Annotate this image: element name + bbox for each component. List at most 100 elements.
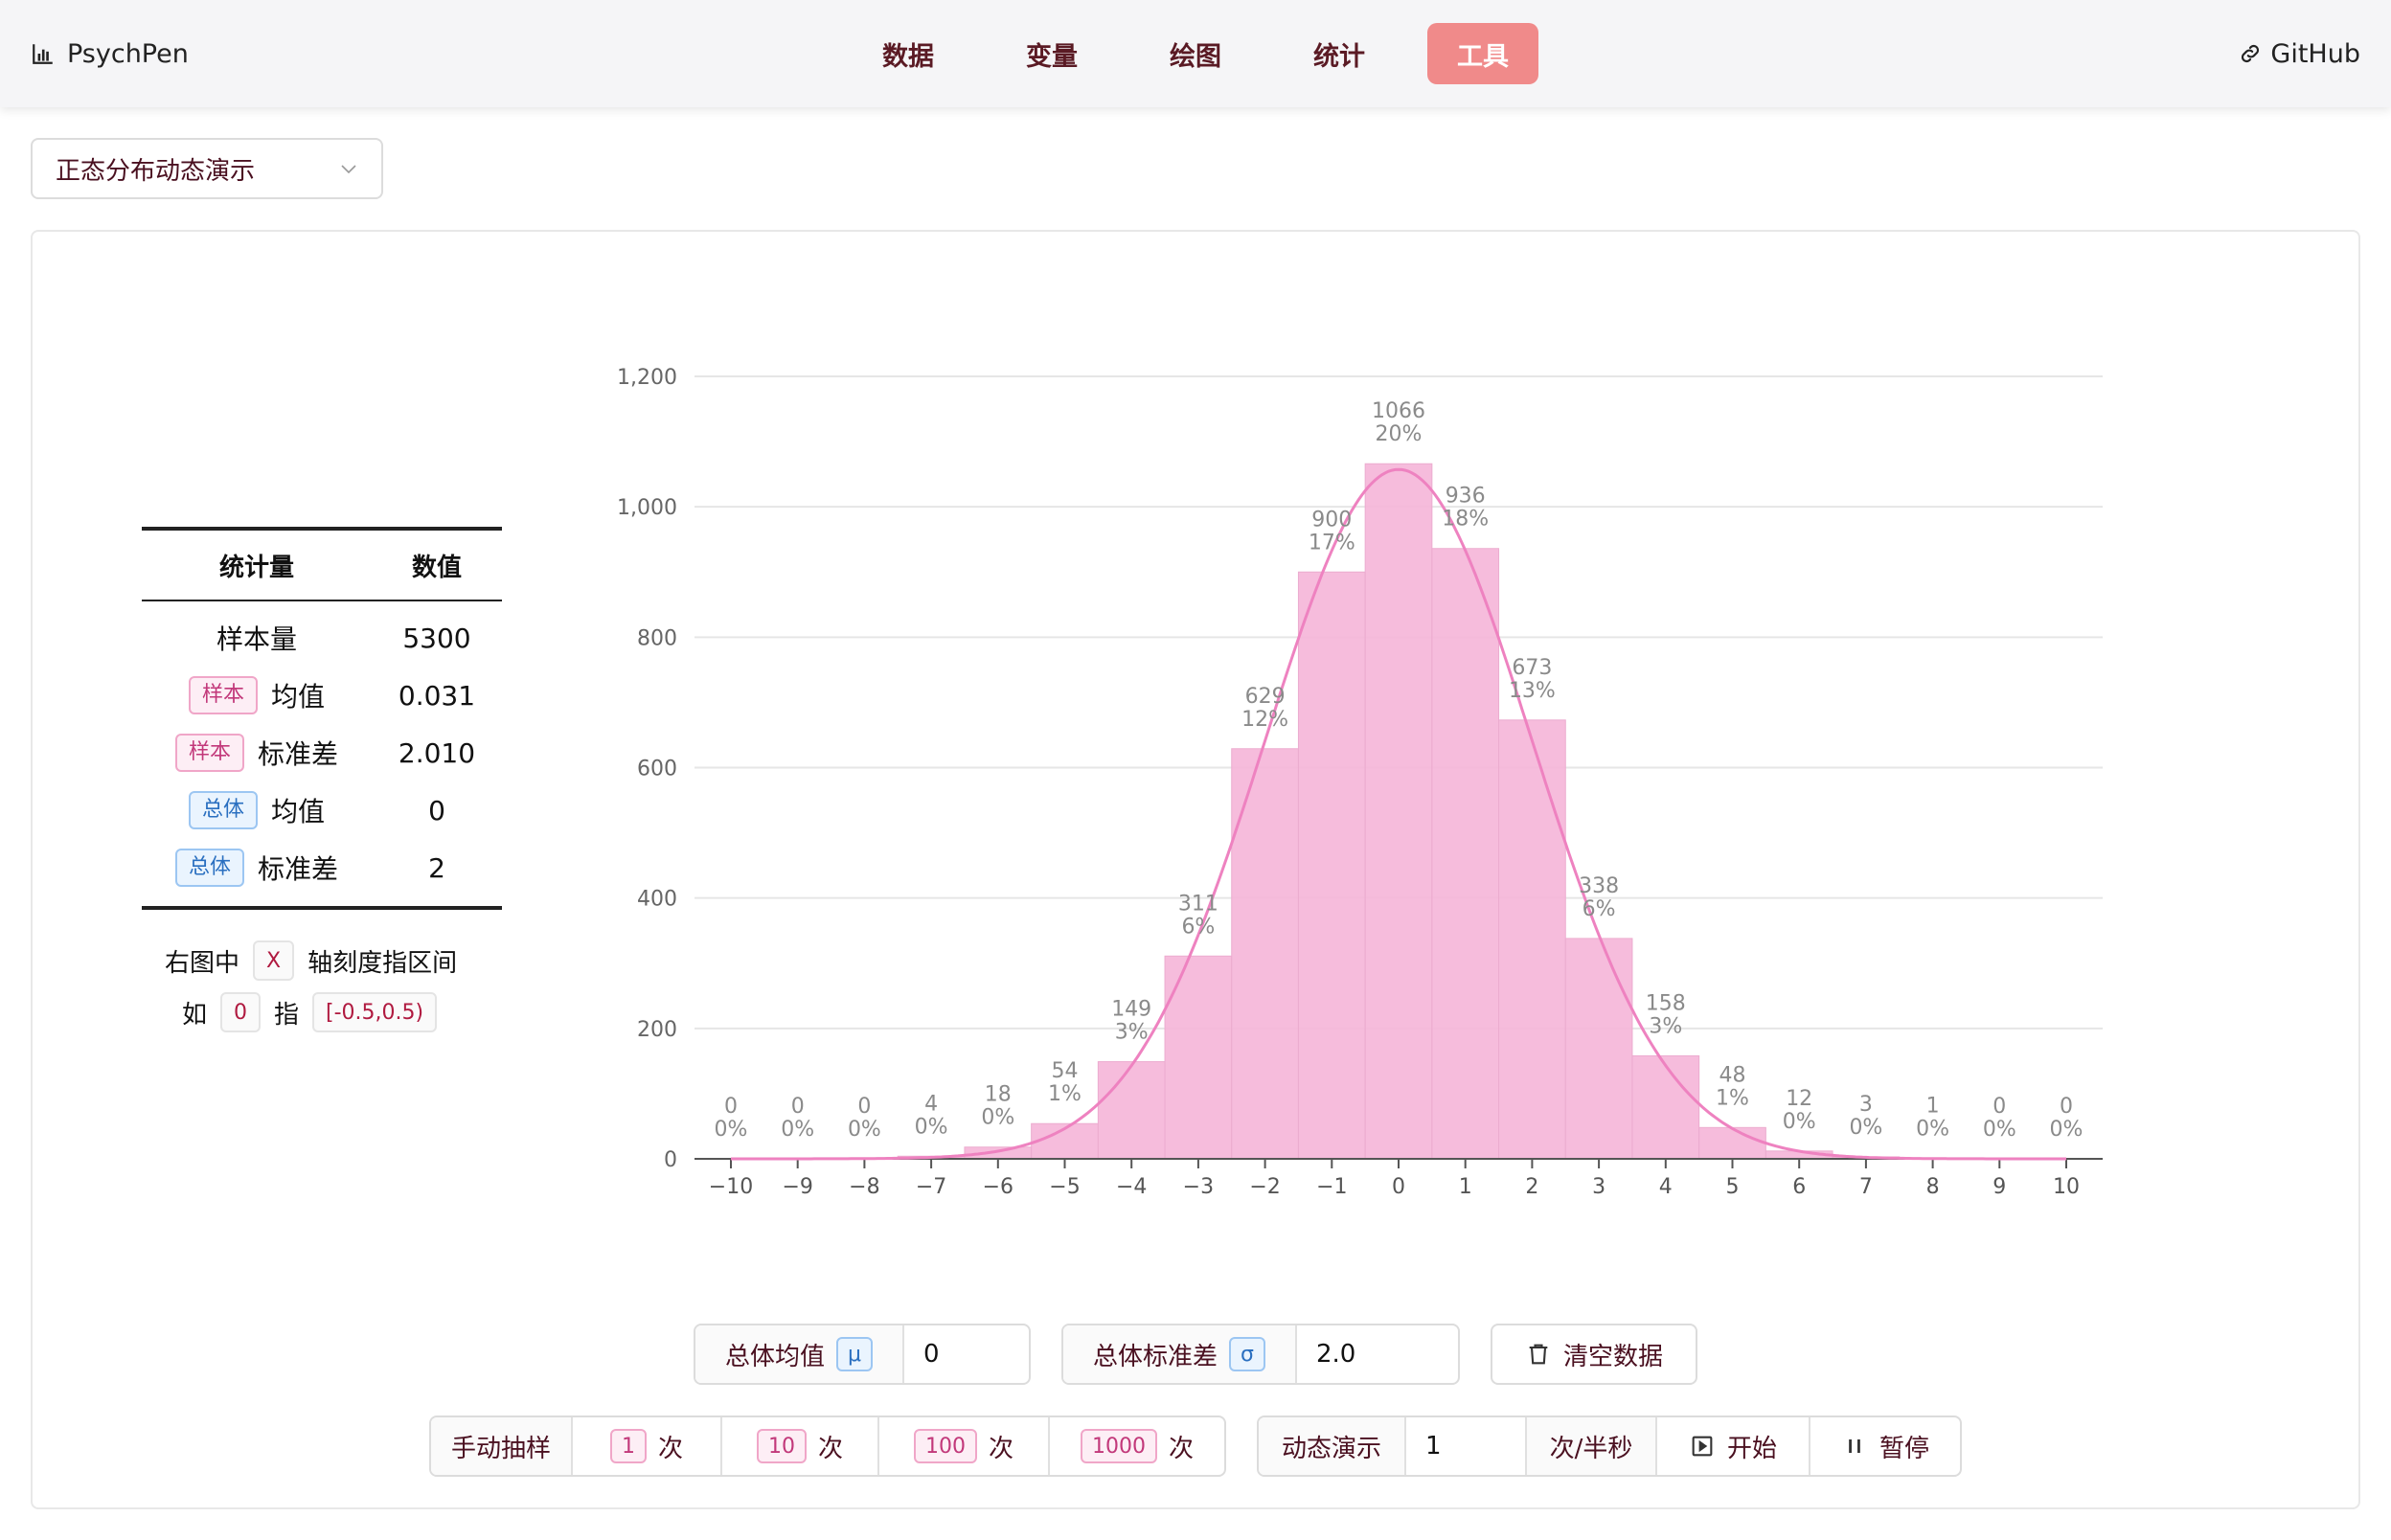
data-label-percent: 3%: [1115, 1021, 1149, 1045]
row-value: 0: [428, 794, 445, 827]
manual-sampling-group: 手动抽样 1 次 10 次 100 次 1000 次: [429, 1415, 1226, 1477]
x-tick-label: 2: [1525, 1175, 1538, 1199]
x-tick-label: 6: [1792, 1175, 1806, 1199]
sample-count: 100: [913, 1429, 977, 1463]
population-mean-control: 总体均值 μ 0: [694, 1324, 1031, 1385]
sample-100-button[interactable]: 100 次: [879, 1417, 1050, 1475]
y-tick-label: 400: [637, 888, 677, 912]
x-tick-label: −7: [916, 1175, 946, 1199]
note-range: [-0.5,0.5): [312, 992, 438, 1032]
data-label-percent: 3%: [1649, 1014, 1682, 1038]
data-label-percent: 6%: [1583, 897, 1616, 921]
note-text: 如: [182, 1000, 208, 1030]
axis-note: 右图中 X 轴刻度指区间 如 0 指 [-0.5,0.5): [165, 935, 490, 1038]
note-text: 指: [274, 1000, 300, 1030]
histogram-bar: [1698, 1126, 1766, 1160]
clear-label: 清空数据: [1562, 1342, 1663, 1371]
histogram-bar: [1231, 748, 1299, 1160]
data-label-count: 900: [1311, 508, 1352, 532]
row-value: 2.010: [398, 736, 476, 769]
sample-1-button[interactable]: 1 次: [573, 1417, 722, 1475]
data-label-percent: 0%: [1983, 1118, 2016, 1142]
start-button[interactable]: 开始: [1657, 1417, 1810, 1475]
sample-1000-button[interactable]: 1000 次: [1050, 1417, 1224, 1475]
nav-tools[interactable]: 工具: [1427, 23, 1538, 84]
row-value: 0.031: [398, 679, 476, 712]
data-label-count: 0: [2060, 1095, 2073, 1119]
data-label-percent: 12%: [1241, 708, 1288, 732]
x-tick-label: 10: [2053, 1175, 2080, 1199]
row-value: 2: [428, 851, 445, 884]
pause-icon: [1849, 1439, 1860, 1453]
x-tick-label: −5: [1049, 1175, 1080, 1199]
x-tick-label: −9: [782, 1175, 812, 1199]
mu-badge: μ: [836, 1337, 873, 1371]
sigma-badge: σ: [1229, 1337, 1265, 1371]
nav-data[interactable]: 数据: [882, 41, 934, 72]
histogram-bar: [1364, 463, 1433, 1160]
x-tick-label: −1: [1316, 1175, 1347, 1199]
sd-label: 总体标准差: [1093, 1342, 1218, 1371]
clear-data-button[interactable]: 清空数据: [1491, 1324, 1697, 1385]
sample-tag: 样本: [174, 734, 244, 772]
data-label-percent: 0%: [1916, 1117, 1949, 1141]
row-label: 均值: [271, 796, 326, 827]
data-label-percent: 18%: [1442, 508, 1489, 532]
data-label-percent: 0%: [2050, 1118, 2084, 1142]
sample-tag: 样本: [188, 676, 258, 714]
brand[interactable]: PsychPen: [31, 34, 189, 73]
demo-rate-input[interactable]: 1: [1406, 1417, 1527, 1475]
population-tag: 总体: [174, 849, 244, 887]
dynamic-demo-group: 动态演示 1 次/半秒 开始 暂停: [1257, 1415, 1962, 1477]
header-value: 数值: [411, 553, 462, 582]
data-label-percent: 0%: [981, 1106, 1014, 1130]
histogram-bar: [1297, 571, 1366, 1160]
data-label-percent: 0%: [781, 1118, 814, 1142]
data-label-count: 0: [1992, 1095, 2006, 1119]
brand-name: PsychPen: [67, 38, 189, 69]
nav-statistics[interactable]: 统计: [1313, 41, 1365, 72]
mean-input[interactable]: 0: [923, 1340, 940, 1369]
sample-unit: 次: [817, 1434, 843, 1463]
demo-card: [31, 230, 2360, 1509]
sample-10-button[interactable]: 10 次: [722, 1417, 879, 1475]
data-label-percent: 1%: [1048, 1082, 1082, 1106]
x-tick-label: −2: [1249, 1175, 1280, 1199]
population-sd-control: 总体标准差 σ 2.0: [1061, 1324, 1460, 1385]
table-row: 样本 标准差 2.010: [142, 724, 502, 781]
sample-unit: 次: [988, 1434, 1013, 1463]
data-label-count: 48: [1719, 1063, 1746, 1087]
data-label-count: 3: [1859, 1093, 1873, 1117]
data-label-count: 158: [1646, 991, 1686, 1015]
data-label-count: 54: [1052, 1059, 1079, 1083]
nav-variables[interactable]: 变量: [1026, 41, 1078, 72]
top-header: PsychPen 数据 变量 绘图 统计 工具 GitHub: [0, 0, 2391, 107]
github-label: GitHub: [2270, 38, 2360, 69]
tool-select[interactable]: 正态分布动态演示: [31, 138, 383, 199]
sample-unit: 次: [1168, 1434, 1194, 1463]
sd-input[interactable]: 2.0: [1316, 1340, 1356, 1369]
github-link[interactable]: GitHub: [2238, 34, 2360, 73]
mean-label: 总体均值: [724, 1342, 825, 1371]
x-tick-label: 4: [1659, 1175, 1673, 1199]
pause-button[interactable]: 暂停: [1810, 1417, 1960, 1475]
y-tick-label: 200: [637, 1018, 677, 1042]
data-label-percent: 0%: [1783, 1110, 1816, 1134]
y-tick-label: 800: [637, 626, 677, 650]
histogram-bar: [1564, 938, 1633, 1160]
stats-table: 统计量 数值 样本量 5300 样本 均值 0.031 样本 标准差 2.010…: [142, 527, 502, 910]
data-label-percent: 6%: [1181, 915, 1215, 939]
table-row: 样本量 5300: [142, 609, 502, 667]
histogram-bar: [1431, 548, 1500, 1160]
data-label-percent: 20%: [1376, 422, 1423, 446]
tool-select-value: 正态分布动态演示: [56, 156, 256, 186]
row-label: 样本量: [216, 623, 297, 655]
y-tick-label: 600: [637, 758, 677, 781]
table-rule-bottom: [142, 906, 502, 910]
data-label-count: 1: [1926, 1094, 1940, 1118]
x-tick-label: −8: [849, 1175, 879, 1199]
table-row: 样本 均值 0.031: [142, 667, 502, 724]
x-tick-label: −10: [709, 1175, 753, 1199]
nav-plot[interactable]: 绘图: [1170, 41, 1221, 72]
